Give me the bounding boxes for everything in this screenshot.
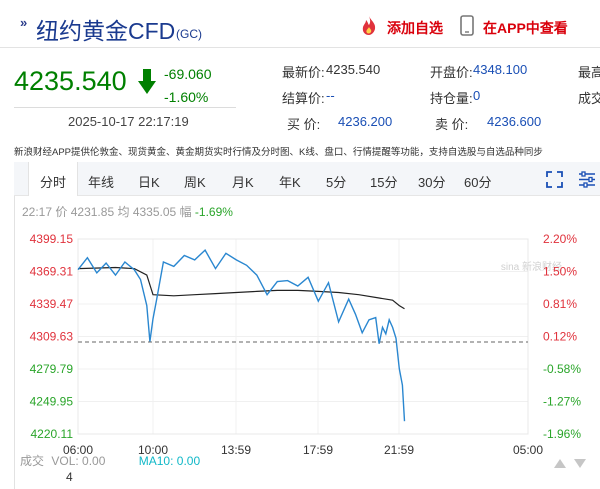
settle-price-label: 结算价: [282,91,325,106]
scroll-right-icon[interactable] [574,459,586,468]
latest-price-value: 4235.540 [326,62,381,77]
volume-label: 成交 [578,91,600,106]
x-tick-label: 06:00 [63,443,93,457]
volume-count: 4 [66,470,73,484]
average-price-line [77,266,405,310]
bid-price-label: 买 价: [287,117,321,132]
volume-legend: 成交 VOL: 0.00 MA10: 0.00 [20,452,200,469]
x-tick-label: 13:59 [221,443,251,457]
pct-tick-label: 1.50% [543,265,577,279]
info-avg-label: 均 [117,205,130,219]
plot-border [77,238,529,435]
x-tick-label: 17:59 [303,443,333,457]
tab-intraday[interactable]: 分时 [28,162,79,196]
tab-daily-k[interactable]: 日K [138,175,160,190]
pct-tick-label: 2.20% [543,232,577,246]
pct-tick-label: -1.27% [543,395,581,409]
pct-axis-ticks: 2.20% 1.50% 0.81% 0.12% -0.58% -1.27% -1.96% [543,232,581,441]
price-line [77,248,406,422]
pct-tick-label: -1.96% [543,427,581,441]
pct-tick-label: 0.12% [543,330,577,344]
y-tick-label: 4369.31 [30,265,74,279]
phone-icon [460,15,474,36]
chart-grid [77,238,529,435]
tab-5min[interactable]: 5分 [326,175,347,190]
tab-60min[interactable]: 60分 [464,175,492,190]
info-avg: 4335.05 [132,205,177,219]
pct-tick-label: 0.81% [543,297,577,311]
y-tick-label: 4309.63 [30,330,74,344]
ask-price-label: 卖 价: [435,117,469,132]
quote-timestamp: 2025-10-17 22:17:19 [68,114,189,129]
y-tick-label: 4249.95 [30,395,74,409]
quote-divider [14,107,236,108]
y-tick-label: 4220.11 [31,427,74,441]
scroll-controls [554,459,586,468]
x-tick-label: 05:00 [513,443,543,457]
volume-strip-label: 成交 [20,454,45,468]
down-arrow-icon [138,69,156,94]
x-axis-ticks: 06:00 10:00 13:59 17:59 21:59 05:00 [63,443,543,457]
watermark: sina 新浪财经 [501,260,562,273]
x-tick-label: 10:00 [138,443,168,457]
tab-yearly-k[interactable]: 年K [279,175,301,190]
crosshair-info: 22:17 价 4231.85 均 4335.05 幅 -1.69% [22,203,233,220]
y-tick-label: 4339.47 [30,297,74,311]
fire-icon [362,16,376,35]
info-range: -1.69% [194,205,233,219]
x-tick-label: 21:59 [384,443,414,457]
open-interest-label: 持仓量: [430,91,473,106]
ask-price-value: 4236.600 [487,114,542,129]
vol-value: VOL: 0.00 [51,454,106,468]
period-tab-bar: 分时 年线 日K 周K 月K 年K 5分 15分 30分 60分 [14,162,600,196]
app-notice-text: 新浪财经APP提供伦敦金、现货黄金、黄金期货实时行情及分时图、K线、盘口、行情提… [14,147,543,158]
page-title: 纽约黄金CFD [36,18,176,44]
info-time: 22:17 [22,205,53,219]
tab-15min[interactable]: 15分 [370,175,398,190]
settings-icon[interactable] [578,171,596,188]
open-price-label: 开盘价: [430,65,473,80]
title-marker: » [20,15,28,30]
tab-weekly-k[interactable]: 周K [184,175,206,190]
info-price-label: 价 [55,205,68,219]
y-tick-label: 4399.15 [30,232,74,246]
y-axis-ticks: 4399.15 4369.31 4339.47 4309.63 4279.79 4249.… [30,232,74,441]
high-price-label: 最高 [578,65,600,80]
tab-30min[interactable]: 30分 [418,175,446,190]
open-in-app-button[interactable]: 在APP中查看 [483,20,568,36]
ma10-value: MA10: 0.00 [138,454,201,468]
bid-price-value: 4236.200 [338,114,393,129]
scroll-left-icon[interactable] [554,459,566,468]
last-price: 4235.540 [14,66,127,96]
price-change: -69.060 [164,66,212,82]
tab-year-line[interactable]: 年线 [88,175,115,190]
symbol-code: (GC) [176,27,202,41]
open-interest-value: 0 [473,88,481,103]
info-range-label: 幅 [179,205,192,219]
settle-price-value: -- [326,88,335,103]
add-watchlist-button[interactable]: 添加自选 [387,20,443,36]
price-change-pct: -1.60% [164,89,209,105]
y-tick-label: 4279.79 [30,362,74,376]
pct-tick-label: -0.58% [543,362,581,376]
header-bar: » 纽约黄金CFD (GC) 添加自选 在APP中查看 [0,0,600,48]
tab-monthly-k[interactable]: 月K [232,175,254,190]
latest-price-label: 最新价: [282,65,325,80]
info-price: 4231.85 [70,205,115,219]
fullscreen-icon[interactable] [546,171,563,188]
open-price-value: 4348.100 [473,62,528,77]
